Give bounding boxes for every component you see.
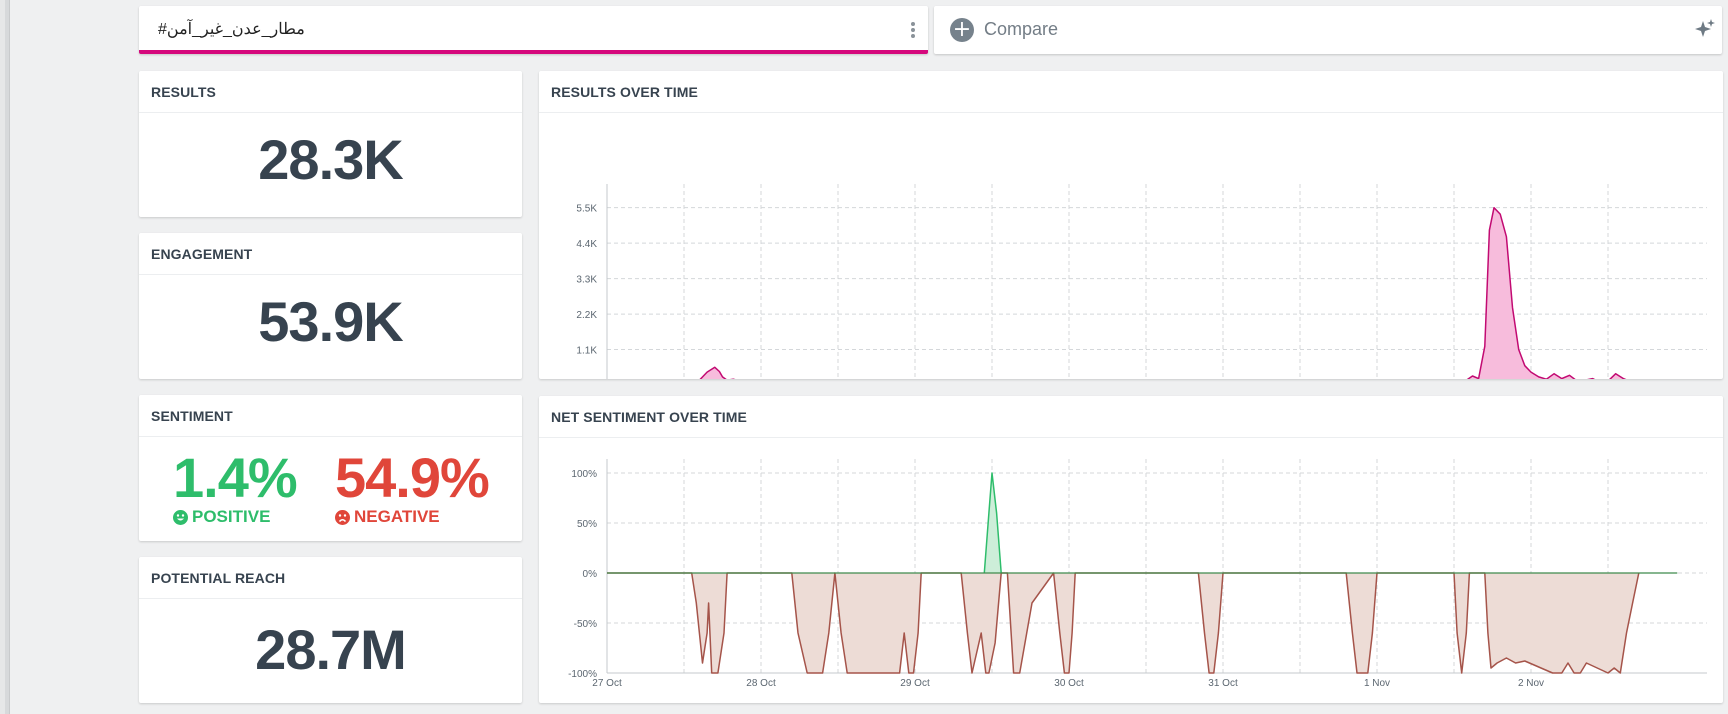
divider xyxy=(139,436,522,437)
results-value: 28.3K xyxy=(258,128,403,191)
compare-label[interactable]: Compare xyxy=(984,19,1059,39)
kebab-icon[interactable] xyxy=(910,20,916,40)
y-tick-label: -100% xyxy=(568,669,597,680)
sparkle-icon[interactable] xyxy=(1694,18,1716,40)
search-query-bar[interactable]: #مطار_عدن_غير_آمن xyxy=(139,6,928,54)
net-sentiment-card: NET SENTIMENT OVER TIME -100% -50% 0% 50% 10… xyxy=(539,396,1723,703)
x-tick-label: 31 Oct xyxy=(1208,678,1238,689)
positive-value: 1.4% xyxy=(173,446,298,509)
x-tick-label: 29 Oct xyxy=(900,678,930,689)
compare-bar[interactable]: + Compare xyxy=(934,6,1722,54)
x-tick-label: 28 Oct xyxy=(746,678,776,689)
plus-circle-icon[interactable]: + xyxy=(950,18,974,42)
series-area-negative xyxy=(607,573,1639,673)
results-title: RESULTS xyxy=(151,84,216,100)
divider xyxy=(139,112,522,113)
sentiment-title: SENTIMENT xyxy=(151,408,233,424)
y-tick-label: 0% xyxy=(583,569,598,580)
engagement-title: ENGAGEMENT xyxy=(151,246,253,262)
series-area-0 xyxy=(700,207,1625,379)
negative-label-row: NEGATIVE xyxy=(335,507,440,527)
series-area-positive xyxy=(984,473,1002,573)
x-tick-label: 27 Oct xyxy=(592,678,622,689)
results-over-time-title: RESULTS OVER TIME xyxy=(551,84,698,100)
reach-card: POTENTIAL REACH 28.7M xyxy=(139,557,522,703)
reach-title: POTENTIAL REACH xyxy=(151,570,286,586)
x-tick-label: 30 Oct xyxy=(1054,678,1084,689)
y-tick-label: 1.1K xyxy=(576,346,597,357)
left-rail xyxy=(0,0,10,714)
divider xyxy=(539,112,1723,113)
results-card: RESULTS 28.3K xyxy=(139,71,522,217)
divider xyxy=(539,437,1723,438)
negative-value: 54.9% xyxy=(335,446,490,509)
sentiment-card: SENTIMENT 1.4% POSITIVE 54.9% NEGATIVE xyxy=(139,395,522,541)
y-tick-label: 100% xyxy=(571,469,597,480)
series-line-0 xyxy=(699,206,1627,379)
search-query-text[interactable]: #مطار_عدن_غير_آمن xyxy=(158,21,305,38)
series-line-positive xyxy=(983,472,1002,574)
net-sentiment-title: NET SENTIMENT OVER TIME xyxy=(551,409,747,425)
y-tick-label: -50% xyxy=(574,619,597,630)
engagement-value: 53.9K xyxy=(258,290,403,353)
positive-label-row: POSITIVE xyxy=(173,507,270,527)
y-tick-label: 50% xyxy=(577,519,597,530)
divider xyxy=(139,598,522,599)
frown-icon xyxy=(335,509,350,525)
x-tick-label: 1 Nov xyxy=(1364,678,1390,689)
y-tick-label: 3.3K xyxy=(576,275,597,286)
engagement-card: ENGAGEMENT 53.9K xyxy=(139,233,522,379)
smile-icon xyxy=(173,509,188,525)
reach-value: 28.7M xyxy=(255,618,407,681)
negative-label: NEGATIVE xyxy=(354,507,440,526)
y-tick-label: 2.2K xyxy=(576,310,597,321)
y-tick-label: 4.4K xyxy=(576,239,597,250)
left-rail-shade xyxy=(0,0,5,714)
positive-label: POSITIVE xyxy=(192,507,271,526)
divider xyxy=(139,274,522,275)
net-sentiment-chart: -100% -50% 0% 50% 100% 27 Oct 28 Oct 29 Oct 30 O… xyxy=(568,459,1707,689)
results-over-time-card: RESULTS OVER TIME 1.1K2.2K3.3K4.4K5.5K27… xyxy=(539,71,1723,379)
y-tick-label: 5.5K xyxy=(576,204,597,215)
series-line-negative xyxy=(607,572,1640,674)
x-tick-label: 2 Nov xyxy=(1518,678,1544,689)
